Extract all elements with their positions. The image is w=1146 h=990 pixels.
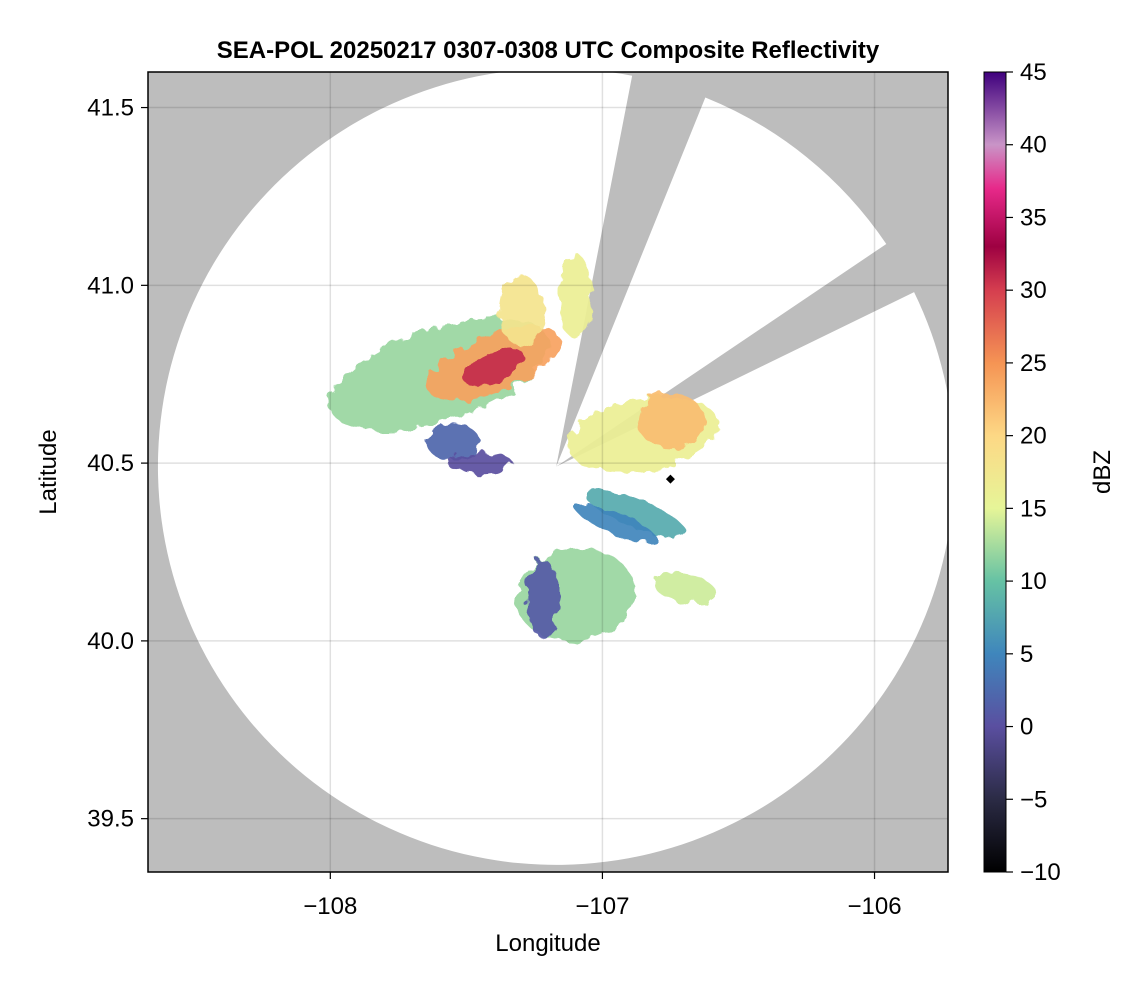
colorbar-tick-label: −5 [1020, 786, 1047, 813]
colorbar-tick-label: 5 [1020, 641, 1033, 668]
y-axis-label: Latitude [35, 429, 62, 514]
site-marker [665, 474, 675, 484]
plot-frame [147, 71, 949, 873]
x-tick-label: −108 [303, 893, 357, 920]
chart-title: SEA-POL 20250217 0307-0308 UTC Composite… [217, 37, 880, 64]
x-tick-label: −107 [575, 893, 629, 920]
colorbar-tick-label: 0 [1020, 714, 1033, 741]
colorbar-tick-label: 20 [1020, 423, 1047, 450]
echo-region-10 [575, 504, 657, 543]
colorbar-tick-label: 30 [1020, 277, 1047, 304]
x-axis-ticks: −108 −107 −106 [303, 872, 902, 920]
echo-region-12 [526, 559, 559, 638]
radar-coverage [158, 72, 948, 865]
colorbar-tick-label: 40 [1020, 132, 1047, 159]
echo-region-5 [425, 424, 480, 460]
y-tick-label: 39.5 [87, 806, 134, 833]
colorbar-tick-label: 25 [1020, 350, 1047, 377]
y-axis-ticks: 39.5 40.0 40.5 41.0 41.5 [87, 95, 148, 833]
echo-region-3 [499, 274, 543, 346]
echo-region-4 [558, 253, 592, 339]
echo-region-9 [584, 488, 686, 538]
colorbar-tick-label: 35 [1020, 204, 1047, 231]
x-tick-label: −106 [847, 893, 901, 920]
x-axis-label: Longitude [495, 930, 600, 957]
colorbar: −10 −5 0 5 10 15 20 25 30 35 40 45 dBZ [983, 59, 1116, 886]
echo-region-6 [447, 452, 513, 474]
echo-region-13 [651, 572, 717, 604]
colorbar-ticks: −10 −5 0 5 10 15 20 25 30 35 40 45 [1006, 59, 1061, 886]
colorbar-tick-label: −10 [1020, 859, 1061, 886]
grid-lines [148, 72, 948, 872]
y-tick-label: 40.0 [87, 628, 134, 655]
echo-region-8 [637, 391, 704, 449]
reflectivity-echoes [329, 253, 719, 642]
colorbar-label: dBZ [1089, 450, 1116, 494]
y-tick-label: 40.5 [87, 450, 134, 477]
colorbar-tick-label: 15 [1020, 495, 1047, 522]
colorbar-tick-label: 10 [1020, 568, 1047, 595]
plot-area [147, 71, 949, 873]
y-tick-label: 41.0 [87, 272, 134, 299]
y-tick-label: 41.5 [87, 95, 134, 122]
colorbar-bar [983, 71, 1007, 873]
colorbar-tick-label: 45 [1020, 59, 1047, 86]
echo-region-2 [463, 348, 524, 386]
